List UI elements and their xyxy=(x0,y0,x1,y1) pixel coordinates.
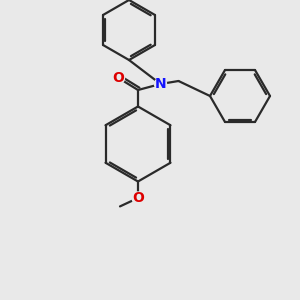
Circle shape xyxy=(132,192,144,204)
Text: N: N xyxy=(155,77,166,91)
Text: O: O xyxy=(132,191,144,205)
Text: O: O xyxy=(112,71,124,85)
Circle shape xyxy=(112,72,124,84)
Circle shape xyxy=(154,78,166,90)
